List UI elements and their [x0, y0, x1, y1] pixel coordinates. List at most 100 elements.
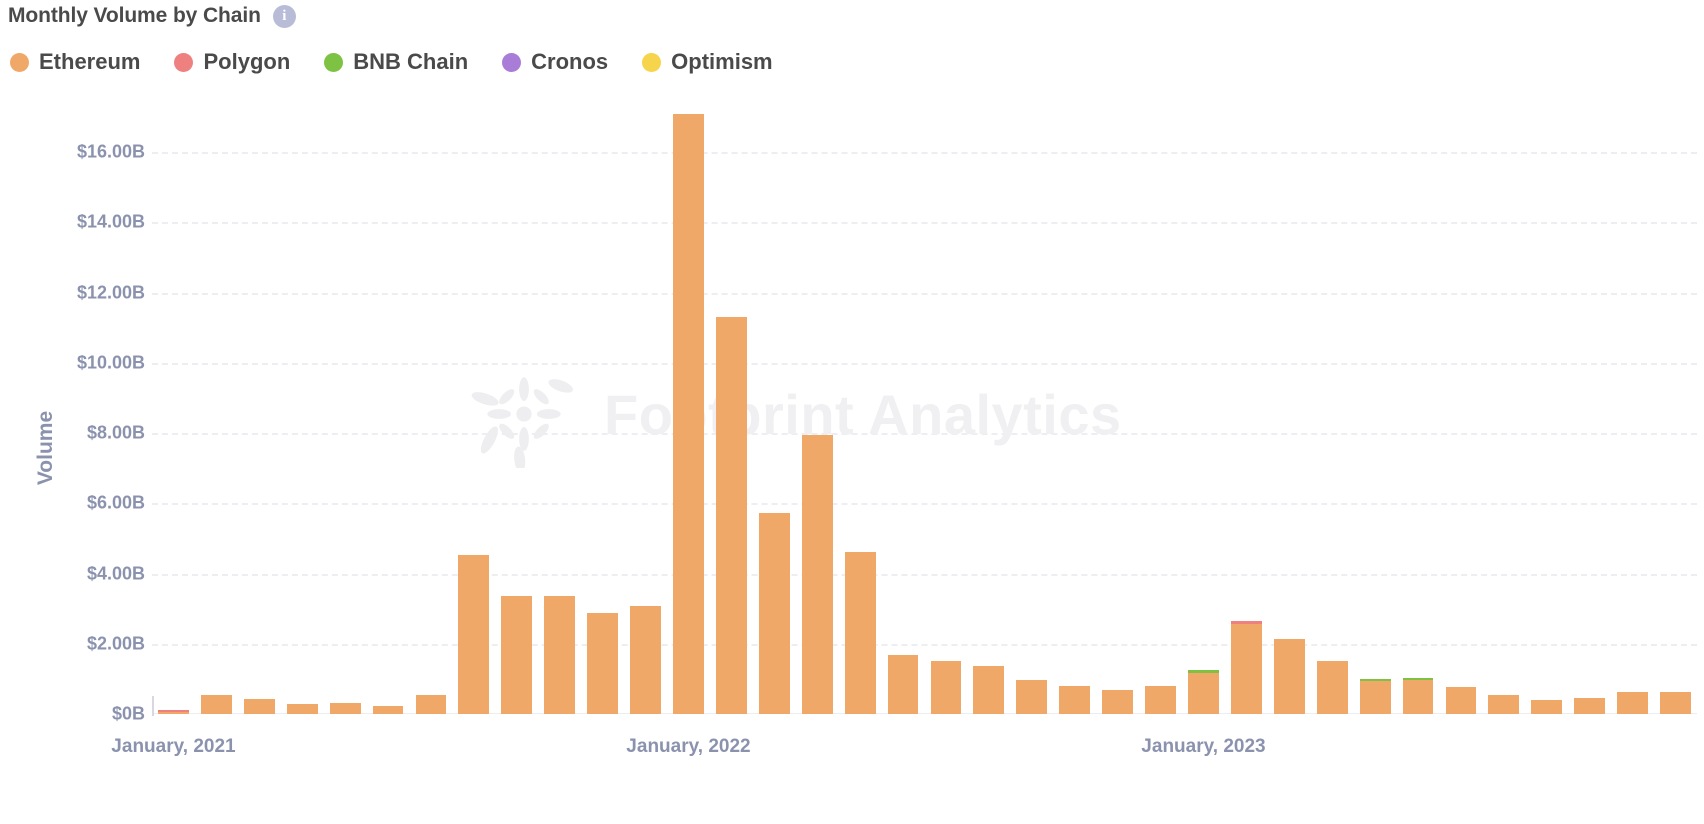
y-axis-tick-label: $2.00B: [86, 633, 145, 654]
bar-column[interactable]: [286, 703, 318, 714]
y-axis-tick-label: $6.00B: [86, 492, 145, 513]
gridline: [152, 573, 1697, 576]
bar-column[interactable]: [1188, 670, 1219, 714]
bar-segment-ethereum: [1145, 685, 1176, 714]
bar-column[interactable]: [801, 434, 833, 714]
bar-segment-ethereum: [458, 555, 490, 714]
bar-column[interactable]: [1102, 690, 1134, 714]
legend-color-swatch-icon: [324, 52, 344, 72]
legend-color-swatch-icon: [10, 52, 29, 72]
bar-column[interactable]: [1145, 685, 1176, 714]
bar-column[interactable]: [715, 316, 747, 714]
bar-column[interactable]: [1574, 697, 1606, 714]
bar-segment-ethereum: [1273, 638, 1305, 714]
bar-column[interactable]: [1230, 620, 1262, 714]
bar-segment-ethereum: [501, 596, 533, 714]
bar-column[interactable]: [1316, 660, 1348, 714]
bar-segment-ethereum: [372, 705, 404, 714]
legend-item-polygon[interactable]: Polygon: [174, 49, 290, 75]
bar-column[interactable]: [243, 698, 275, 714]
bar-column[interactable]: [158, 709, 189, 714]
gridline: [152, 503, 1697, 506]
bar-column[interactable]: [458, 555, 490, 714]
bar-segment-polygon: [158, 709, 189, 712]
bar-segment-ethereum: [158, 711, 189, 714]
y-axis-ticks: $0B $2.00B $4.00B $6.00B $8.00B $10.00B $12.00…: [35, 96, 145, 724]
y-axis-tick-label: $10.00B: [76, 352, 145, 373]
y-axis-tick-label: $8.00B: [86, 422, 145, 443]
y-axis-tick-label: $12.00B: [76, 282, 145, 303]
bar-segment-ethereum: [587, 612, 619, 714]
bar-column[interactable]: [587, 612, 619, 714]
bar-column[interactable]: [501, 596, 533, 714]
y-axis-tick-label: $4.00B: [86, 563, 145, 584]
gridline: [152, 292, 1697, 295]
bar-column[interactable]: [758, 513, 790, 714]
bar-segment-ethereum: [1188, 672, 1219, 714]
gridline: [152, 643, 1697, 646]
bar-segment-bnb-chain: [1402, 677, 1434, 680]
bar-segment-ethereum: [200, 694, 232, 714]
legend-color-swatch-icon: [174, 52, 194, 72]
bar-segment-ethereum: [243, 698, 275, 714]
bar-segment-ethereum: [1488, 695, 1520, 714]
bar-column[interactable]: [844, 551, 876, 714]
bar-column[interactable]: [1059, 685, 1091, 714]
bar-segment-ethereum: [1445, 687, 1477, 714]
bar-column[interactable]: [415, 694, 447, 714]
bar-segment-ethereum: [544, 596, 576, 714]
bar-segment-ethereum: [1102, 690, 1134, 714]
legend-item-label: Cronos: [531, 49, 609, 74]
chart-legend: Ethereum Polygon BNB Chain Cronos Optimism: [10, 44, 807, 80]
bar-column[interactable]: [930, 660, 962, 714]
legend-item-label: Optimism: [671, 49, 773, 74]
bar-segment-ethereum: [1660, 691, 1691, 714]
bar-column[interactable]: [1016, 679, 1048, 714]
info-icon[interactable]: i: [272, 4, 296, 28]
bar-column[interactable]: [200, 694, 232, 714]
bar-segment-bnb-chain: [1188, 670, 1219, 673]
legend-item-bnb-chain[interactable]: BNB Chain: [324, 49, 468, 75]
bar-column[interactable]: [1617, 691, 1649, 714]
bar-segment-ethereum: [715, 316, 747, 714]
bar-column[interactable]: [887, 655, 919, 714]
gridline: [152, 152, 1697, 155]
page-title: Monthly Volume by Chain: [8, 4, 261, 27]
y-axis-tick-label: $14.00B: [76, 211, 145, 232]
legend-color-swatch-icon: [502, 52, 522, 72]
y-axis-tick-label: $0B: [111, 703, 145, 724]
bar-segment-ethereum: [887, 655, 919, 714]
bar-column[interactable]: [544, 596, 576, 714]
bar-column[interactable]: [329, 703, 361, 714]
bar-column[interactable]: [372, 705, 404, 714]
bar-column[interactable]: [1402, 677, 1434, 714]
legend-item-ethereum[interactable]: Ethereum: [10, 49, 140, 75]
y-axis-tick-label: $16.00B: [76, 141, 145, 162]
bar-segment-polygon: [1230, 620, 1262, 625]
bar-segment-ethereum: [1531, 699, 1563, 714]
bar-segment-ethereum: [844, 551, 876, 714]
bar-column[interactable]: [1445, 687, 1477, 714]
bar-segment-ethereum: [329, 703, 361, 714]
bar-segment-ethereum: [1359, 680, 1391, 714]
gridline: [152, 362, 1697, 365]
bar-segment-ethereum: [286, 703, 318, 714]
bar-segment-ethereum: [1230, 624, 1262, 714]
bar-segment-ethereum: [758, 513, 790, 714]
bar-column[interactable]: [673, 113, 704, 714]
legend-item-optimism[interactable]: Optimism: [642, 49, 773, 75]
bar-column[interactable]: [1359, 678, 1391, 714]
legend-item-cronos[interactable]: Cronos: [502, 49, 608, 75]
bar-segment-ethereum: [1059, 685, 1091, 714]
bar-series-container: [152, 96, 1697, 714]
bar-column[interactable]: [1660, 691, 1691, 714]
bar-column[interactable]: [630, 605, 661, 714]
bar-column[interactable]: [1531, 699, 1563, 714]
bar-segment-ethereum: [801, 434, 833, 714]
bar-column[interactable]: [1273, 638, 1305, 714]
bar-segment-ethereum: [1574, 697, 1606, 714]
bar-column[interactable]: [973, 665, 1005, 714]
bar-column[interactable]: [1488, 695, 1520, 714]
bar-segment-ethereum: [930, 660, 962, 714]
bar-segment-ethereum: [1316, 660, 1348, 714]
